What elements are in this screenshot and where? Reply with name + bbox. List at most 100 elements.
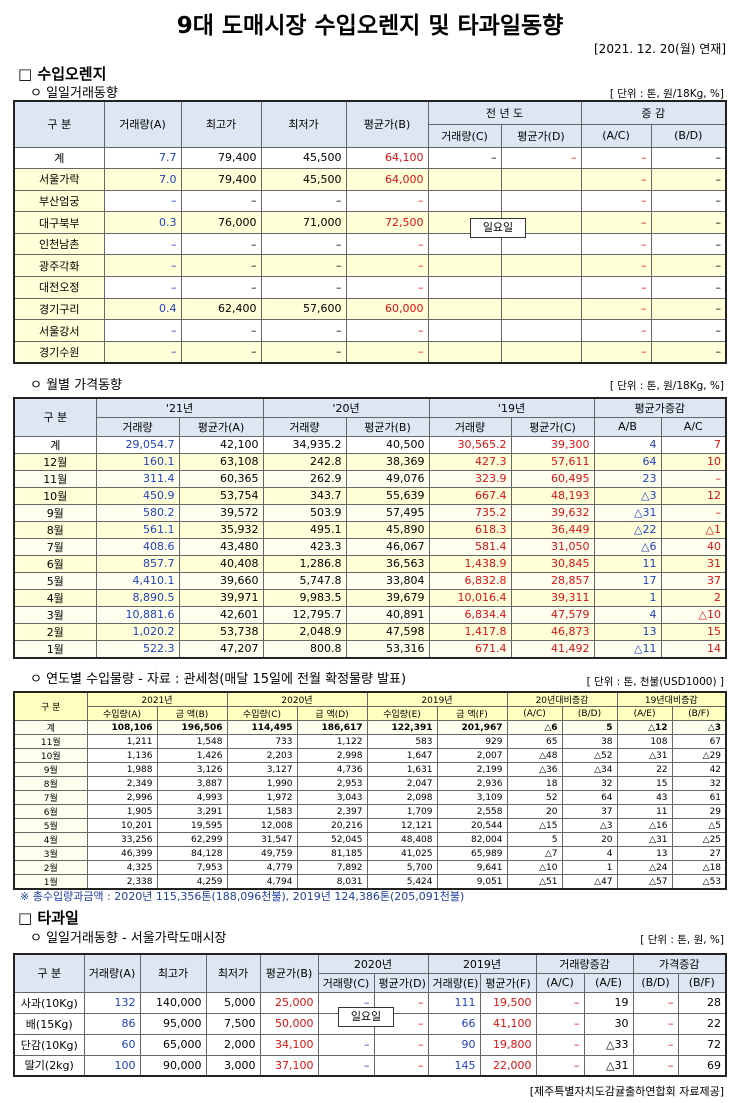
cell: 57,611 (510, 452, 595, 471)
footer: [제주특별자치도감귤출하연합회 자료제공] (529, 1085, 724, 1098)
cell: 14 (660, 639, 727, 658)
cell: 580.2 (95, 503, 180, 522)
cell: 1,020.2 (95, 622, 180, 641)
cell: – (345, 340, 429, 364)
cell: 857.7 (95, 554, 180, 573)
cell: – (500, 146, 582, 170)
header-row: 구 분 '21년 '20년 '19년 평균가증감 (13, 397, 727, 437)
header-cell: (B/D) (561, 706, 618, 721)
cell: 450.9 (95, 486, 180, 505)
cell: – (180, 276, 262, 299)
cell: 37 (561, 804, 618, 819)
data-row: 11월 311.4 60,365 262.9 49,076 323.9 60,495 23– (13, 469, 727, 488)
cell (427, 168, 502, 191)
title: 9대 도매시장 수입오렌지 및 타과일동향 (176, 13, 564, 39)
cell: 2 (660, 588, 727, 607)
cell: 46,067 (345, 537, 430, 556)
cell: 39,660 (178, 571, 264, 590)
cell: 47,207 (178, 639, 264, 658)
cell: – (650, 340, 727, 364)
header-cell: 평균가(D) (373, 972, 429, 993)
cell: – (345, 189, 429, 213)
cell: 1,211 (86, 734, 158, 749)
row-label: 5월 (13, 571, 97, 590)
row-label: 딸기(2kg) (13, 1054, 85, 1077)
cell (500, 297, 582, 321)
cell: 20,216 (296, 818, 368, 833)
cell: 53,316 (345, 639, 430, 658)
row-label: 경기수원 (13, 340, 105, 364)
data-row: 4월 8,890.5 39,971 9,983.5 39,679 10,016.4 39,3… (13, 588, 727, 607)
cell: – (180, 232, 262, 256)
cell: 60,000 (345, 297, 429, 321)
cell: 7.0 (103, 168, 182, 191)
header-cell: 2021년 (86, 691, 228, 707)
cell: 5 (506, 832, 563, 847)
cell: – (260, 254, 347, 278)
cell: 262.9 (262, 469, 347, 488)
cell: 42 (671, 762, 727, 777)
cell: 3,000 (205, 1054, 261, 1077)
data-row: 2월 1,020.2 53,738 2,048.9 47,598 1,417.8 46,87… (13, 622, 727, 641)
row-label: 12월 (13, 452, 97, 471)
cell: 64 (561, 790, 618, 805)
cell: 7,953 (156, 860, 228, 875)
cell: 3,127 (226, 762, 298, 777)
row-label: 대전오정 (13, 276, 105, 299)
cell: 15 (616, 776, 673, 791)
header-cell: '21년 (95, 397, 264, 418)
cell: 39,572 (178, 503, 264, 522)
cell: 79,400 (180, 146, 262, 170)
cell: – (660, 503, 727, 522)
monthly-table: 구 분 '21년 '20년 '19년 평균가증감 거래량 평균가(A) 거래량 평균가(B) 거래… (13, 397, 728, 659)
row-label: 2월 (13, 860, 88, 875)
cell: 0.4 (103, 297, 182, 321)
row-label: 경기구리 (13, 297, 105, 321)
data-row: 9월 1,988 3,126 3,127 4,736 1,631 2,199 △36 △34 22… (13, 762, 727, 777)
cell: – (180, 340, 262, 364)
header-cell: 가격증감 (632, 953, 727, 974)
cell: 47,579 (510, 605, 595, 624)
data-row: 계 29,054.7 42,100 34,935.2 40,500 30,565.2 39,… (13, 435, 727, 454)
cell: 140,000 (139, 991, 207, 1014)
cell: 62,299 (156, 832, 228, 847)
cell: – (180, 189, 262, 213)
header-cell: 19년대비증감 (616, 691, 727, 707)
header-cell: 2020년 (317, 953, 429, 974)
header-cell: '20년 (262, 397, 430, 418)
cell: 28,857 (510, 571, 595, 590)
cell: 618.3 (428, 520, 512, 539)
cell: 30,565.2 (428, 435, 512, 454)
row-label: 9월 (13, 503, 97, 522)
cell: 1,647 (366, 748, 438, 763)
data-row: 8월 2,349 3,887 1,990 2,953 2,047 2,936 18 32 15 32 (13, 776, 727, 791)
header-cell: 금 액(F) (436, 706, 508, 721)
cell (427, 254, 502, 278)
subtitle: ㅇ 월별 가격동향 (30, 378, 122, 393)
cell: 49,759 (226, 846, 298, 861)
cell: 43,480 (178, 537, 264, 556)
cell: 145 (427, 1054, 481, 1077)
cell: 11 (616, 804, 673, 819)
date: [2021. 12. 20(월) 연재] (594, 42, 726, 56)
data-row: 1월 2,338 4,259 4,794 8,031 5,424 9,051 △51 △47 △5… (13, 874, 727, 890)
header-cell: 금 액(B) (156, 706, 228, 721)
cell: – (580, 276, 652, 299)
cell: 53,754 (178, 486, 264, 505)
header-cell: (A/C) (535, 972, 585, 993)
subtitle: ㅇ 일일거래동향 (30, 86, 118, 101)
cell: – (650, 254, 727, 278)
cell: 2,048.9 (262, 622, 347, 641)
cell: △11 (593, 639, 662, 658)
cell: △3 (593, 486, 662, 505)
header-cell: 평균가(C) (510, 416, 595, 437)
cell: – (317, 1033, 375, 1056)
header-cell: 거래량(A) (103, 100, 182, 148)
cell: △12 (616, 720, 673, 735)
cell: 7,892 (296, 860, 368, 875)
cell: 111 (427, 991, 481, 1014)
cell: 343.7 (262, 486, 347, 505)
cell: 22 (677, 1012, 727, 1035)
cell: 2,996 (86, 790, 158, 805)
